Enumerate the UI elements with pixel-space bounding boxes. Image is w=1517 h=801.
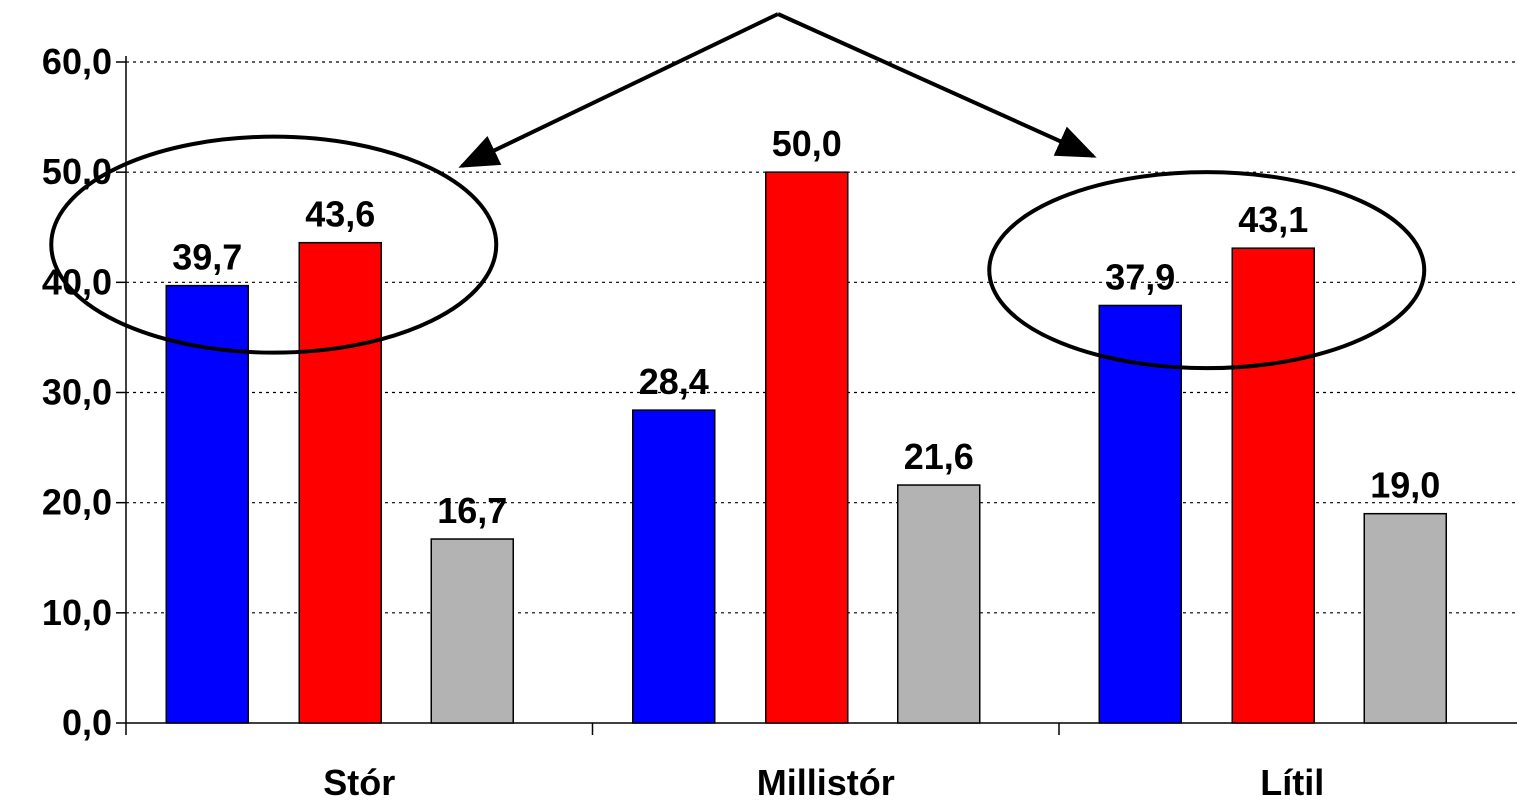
data-label: 43,6	[305, 194, 375, 235]
y-tick-label: 0,0	[62, 702, 112, 743]
x-category-label: Stór	[323, 762, 395, 801]
bar	[165, 284, 249, 724]
data-labels: 39,7 28,4 37,9 43,6 50,0 43,1 16,7 21,6 19,0	[172, 123, 1440, 531]
bar	[1231, 247, 1315, 724]
bar	[1363, 512, 1447, 724]
y-tick-label: 20,0	[42, 482, 112, 523]
bar	[298, 241, 382, 724]
data-label: 21,6	[904, 436, 974, 477]
annotation-ellipse	[49, 134, 499, 355]
y-tick-label: 50,0	[42, 151, 112, 192]
data-label: 28,4	[639, 361, 709, 402]
y-tick-label: 60,0	[42, 41, 112, 82]
annotations	[49, 12, 1427, 371]
annotation-ellipse	[987, 170, 1427, 371]
data-label: 50,0	[772, 123, 842, 164]
data-label: 19,0	[1370, 465, 1440, 506]
data-label: 39,7	[172, 237, 242, 278]
bars	[165, 171, 1447, 724]
data-label: 43,1	[1238, 199, 1308, 240]
bar	[897, 484, 981, 724]
y-tick-label: 10,0	[42, 592, 112, 633]
bar	[632, 409, 716, 724]
data-label: 37,9	[1105, 256, 1175, 297]
bar	[430, 538, 514, 724]
annotation-arrow	[458, 12, 779, 168]
y-tick-label: 30,0	[42, 372, 112, 413]
x-category-label: Lítil	[1260, 762, 1324, 801]
x-category-label: Millistór	[757, 762, 895, 801]
annotation-arrow	[777, 12, 1097, 158]
bar	[1098, 304, 1182, 724]
bar	[765, 171, 849, 724]
data-label: 16,7	[437, 490, 507, 531]
